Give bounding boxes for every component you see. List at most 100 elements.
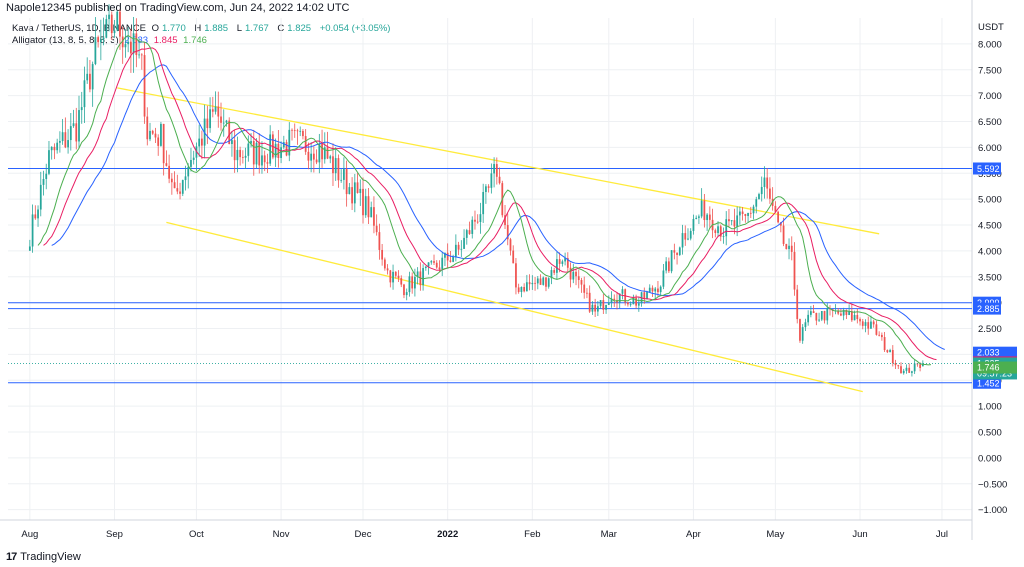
candle-body xyxy=(383,259,386,269)
candle-body xyxy=(170,178,173,183)
y-tick-label: 0.000 xyxy=(978,453,1002,464)
candle-body xyxy=(45,173,48,180)
candle-body xyxy=(138,54,140,56)
candle-body xyxy=(414,276,416,289)
candle-body xyxy=(728,219,730,222)
candle-body xyxy=(485,186,487,192)
candle-body xyxy=(356,182,359,193)
candle-body xyxy=(736,215,739,227)
y-tick-label: 7.500 xyxy=(978,65,1002,76)
candle-body xyxy=(454,244,457,257)
candle-body xyxy=(299,130,302,132)
candle-body xyxy=(67,140,69,148)
candle-body xyxy=(340,179,343,181)
tradingview-footer: 17 TradingView xyxy=(6,551,81,563)
candle-body xyxy=(870,321,872,329)
candle-body xyxy=(394,271,397,276)
candle-body xyxy=(179,191,181,194)
candle-body xyxy=(509,239,512,251)
candle-body xyxy=(64,132,67,148)
candle-body xyxy=(760,186,763,195)
candle-body xyxy=(793,251,796,290)
price-axis-label-text: 1.746 xyxy=(977,363,1000,373)
candle-body xyxy=(845,309,848,315)
alligator-jaw-line xyxy=(51,64,945,350)
y-tick-label: 2.500 xyxy=(978,324,1002,335)
candle-body xyxy=(105,19,108,38)
candle-body xyxy=(763,177,766,187)
candle-body xyxy=(201,138,203,146)
tradingview-logo-icon: 17 xyxy=(6,551,17,563)
candle-body xyxy=(217,106,220,117)
candle-body xyxy=(315,159,318,163)
candle-body xyxy=(517,287,520,292)
candle-body xyxy=(86,73,89,81)
candle-body xyxy=(504,215,506,226)
candle-body xyxy=(211,109,214,112)
candle-body xyxy=(132,33,135,54)
candle-body xyxy=(108,14,110,20)
candle-body xyxy=(124,44,127,48)
candle-body xyxy=(476,221,479,223)
candle-body xyxy=(542,277,545,285)
y-tick-label: −1.000 xyxy=(978,505,1007,516)
candle-body xyxy=(468,230,471,234)
candle-body xyxy=(460,248,463,250)
candle-body xyxy=(165,163,168,166)
candle-body xyxy=(119,11,121,37)
candle-body xyxy=(318,143,321,163)
candle-body xyxy=(334,158,337,174)
candle-body xyxy=(520,286,523,292)
candle-body xyxy=(274,143,277,158)
lips-value: 1.746 xyxy=(183,35,207,46)
candle-body xyxy=(441,257,444,269)
x-tick-label: 2022 xyxy=(437,529,458,540)
candle-body xyxy=(769,188,771,199)
candle-body xyxy=(261,155,263,166)
candle-body xyxy=(864,322,867,326)
alligator-label[interactable]: Alligator (13, 8, 5, 8, 5, 3) xyxy=(12,35,119,46)
high-label: H xyxy=(194,23,202,34)
candle-body xyxy=(214,106,217,112)
candle-body xyxy=(809,311,812,315)
candle-body xyxy=(561,261,564,264)
candle-body xyxy=(113,30,116,34)
level-price-label xyxy=(973,376,1001,389)
candle-body xyxy=(883,337,886,351)
candle-body xyxy=(31,214,34,247)
candle-body xyxy=(539,278,542,285)
candle-body xyxy=(840,313,842,316)
candle-body xyxy=(190,160,192,167)
candle-body xyxy=(837,310,840,314)
candle-body xyxy=(474,219,476,222)
y-tick-label: 6.000 xyxy=(978,143,1002,154)
x-tick-label: Sep xyxy=(106,529,123,540)
candle-body xyxy=(872,321,875,325)
candle-body xyxy=(69,126,72,141)
candle-body xyxy=(424,266,427,269)
candle-body xyxy=(389,270,392,283)
candle-body xyxy=(575,271,577,277)
candle-body xyxy=(515,263,517,288)
candle-body xyxy=(231,140,233,145)
candle-body xyxy=(916,363,919,365)
candle-body xyxy=(681,233,684,248)
y-tick-label: 4.500 xyxy=(978,221,1002,232)
tradingview-brand[interactable]: TradingView xyxy=(20,551,81,563)
candle-body xyxy=(411,276,414,289)
x-tick-label: Apr xyxy=(686,529,701,540)
candle-body xyxy=(192,157,195,161)
candle-body xyxy=(446,252,449,261)
symbol-title[interactable]: Kava / TetherUS, 1D, BINANCE xyxy=(12,23,146,34)
candle-body xyxy=(894,362,897,366)
price-axis-label-text: 2.033 xyxy=(977,348,1000,358)
candle-body xyxy=(848,311,850,315)
candle-body xyxy=(902,370,905,374)
candle-body xyxy=(913,363,916,372)
y-tick-label: 0.500 xyxy=(978,428,1002,439)
candle-body xyxy=(184,176,187,181)
candle-body xyxy=(351,187,353,204)
candle-body xyxy=(263,155,266,163)
candle-body xyxy=(758,194,760,200)
